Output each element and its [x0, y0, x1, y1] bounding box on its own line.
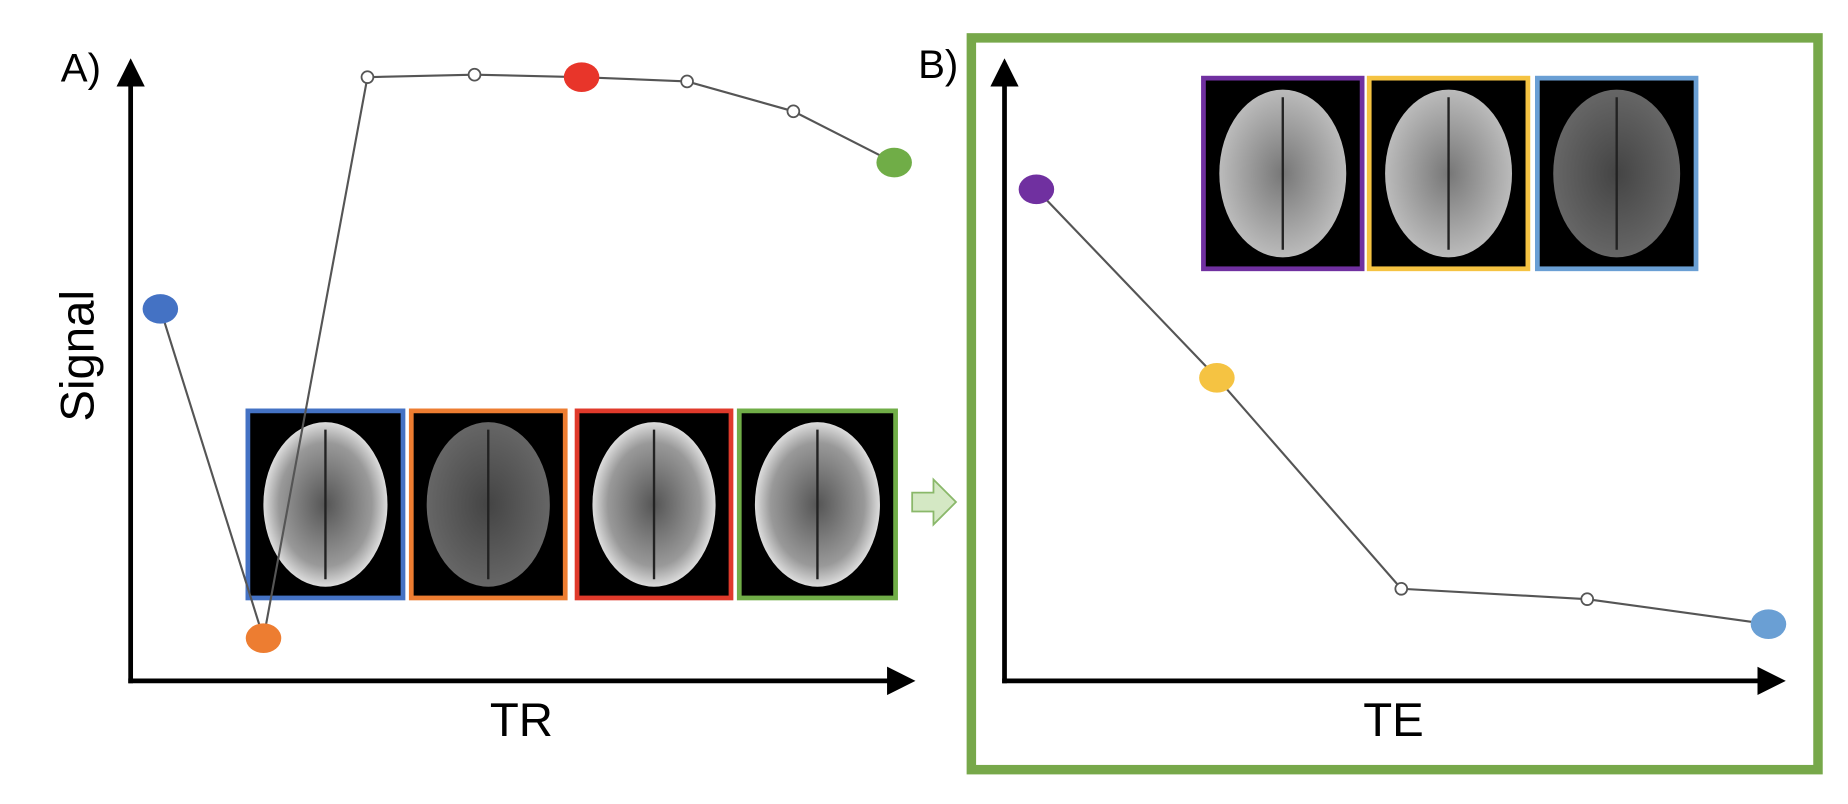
- thumbnails: [245, 75, 1699, 601]
- point: [142, 294, 179, 324]
- y-axis-label: Signal: [51, 290, 104, 422]
- panel-frame: [966, 33, 1823, 775]
- x-axis-label: TR: [490, 694, 553, 747]
- point: [467, 67, 482, 82]
- point: [680, 74, 694, 89]
- panel-label: B): [918, 42, 958, 87]
- panel-label: A): [61, 46, 101, 91]
- point: [1394, 581, 1409, 596]
- line: [159, 73, 895, 639]
- x-axis-label: TE: [1363, 694, 1424, 747]
- point: [1750, 609, 1787, 639]
- point: [1018, 174, 1055, 205]
- point: [360, 70, 375, 84]
- arrow: [911, 477, 958, 527]
- point: [786, 104, 801, 119]
- point: [563, 62, 600, 92]
- point: [245, 623, 282, 653]
- point: [876, 147, 912, 178]
- point: [1199, 362, 1235, 393]
- point: [1580, 592, 1595, 606]
- plot: A) TR Signal B) TE: [51, 42, 1787, 747]
